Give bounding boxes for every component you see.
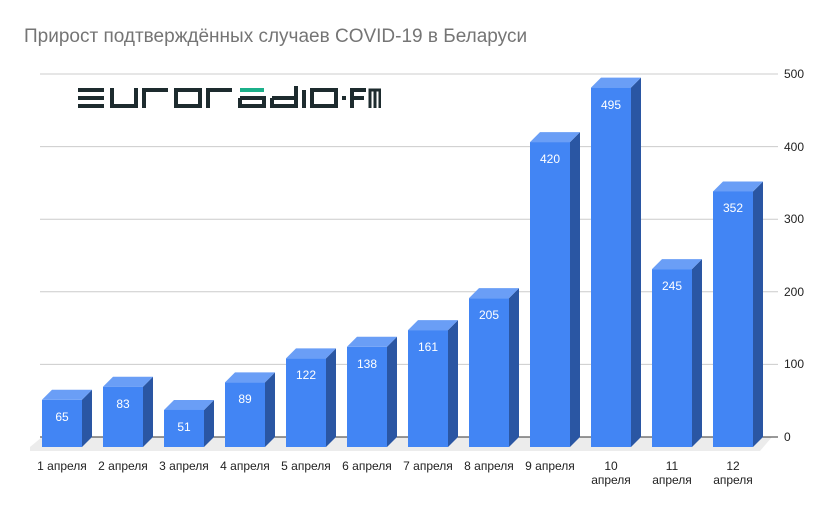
x-axis-label-line: 3 апреля: [159, 459, 209, 473]
bar-side: [448, 320, 458, 447]
bar-top: [286, 348, 336, 359]
bar-top: [591, 77, 641, 88]
x-axis-label-line: 8 апреля: [464, 459, 514, 473]
bar-side: [753, 181, 763, 447]
bar: [42, 399, 82, 447]
y-tick-label: 400: [784, 139, 805, 154]
x-axis-label: 10 апреля: [581, 459, 641, 487]
bar-side: [326, 348, 336, 447]
bar-value-label: 161: [417, 340, 439, 355]
x-axis-label-line: апреля: [652, 473, 692, 487]
bar-value-label: 83: [116, 396, 130, 411]
bar-side: [509, 288, 519, 447]
x-axis-label-line: 5 апреля: [281, 459, 331, 473]
bar-side: [143, 376, 153, 447]
bar-side: [265, 372, 275, 447]
x-axis-label-line: апреля: [591, 473, 631, 487]
bar-side: [570, 132, 580, 447]
x-axis-label: 8 апреля: [459, 459, 519, 473]
bar-value-label: 51: [177, 419, 191, 434]
bar-top: [225, 372, 275, 383]
x-axis-label: 4 апреля: [215, 459, 275, 473]
bar-value-label: 352: [722, 201, 744, 216]
x-axis-label-line: 11: [665, 459, 679, 473]
bar: [713, 191, 753, 447]
y-tick-label: 0: [784, 430, 791, 444]
bar-top: [42, 389, 92, 400]
bar: [103, 386, 143, 447]
x-axis-label: 3 апреля: [154, 459, 214, 473]
x-axis-label-line: 7 апреля: [403, 459, 453, 473]
bar-top: [408, 320, 458, 331]
y-tick-label: 300: [784, 212, 805, 227]
x-axis-label-line: 6 апреля: [342, 459, 392, 473]
euroradio-logo: [78, 86, 381, 108]
bar-top: [469, 288, 519, 299]
bar: [591, 87, 631, 447]
bar-value-label: 89: [238, 392, 252, 407]
bar: [652, 269, 692, 447]
bar: [225, 382, 265, 447]
bar-value-label: 205: [478, 308, 500, 323]
x-axis-label: 12 апреля: [703, 459, 763, 487]
chart-floor: [30, 437, 772, 451]
x-axis-label: 2 апреля: [93, 459, 153, 473]
bar: [530, 142, 570, 447]
bar: [469, 298, 509, 447]
bar-top: [530, 132, 580, 143]
bar-side: [631, 77, 641, 447]
bar: [408, 330, 448, 447]
bar-top: [652, 259, 702, 270]
bar-value-label: 420: [539, 152, 561, 167]
chart-title: Прирост подтверждённых случаев COVID-19 …: [24, 26, 528, 47]
y-tick-label: 100: [784, 357, 805, 372]
bar-side: [387, 336, 397, 447]
y-tick-label: 200: [784, 284, 805, 299]
x-axis-label-line: 2 апреля: [98, 459, 148, 473]
x-axis-label-line: 12: [726, 459, 740, 473]
x-axis-label-line: 10: [604, 459, 618, 473]
x-axis-label-line: 9 апреля: [525, 459, 575, 473]
bar-side: [82, 389, 92, 447]
bar-top: [347, 336, 397, 347]
logo-letters: [78, 86, 381, 108]
bar: [347, 346, 387, 447]
x-axis-label-line: 4 апреля: [220, 459, 270, 473]
x-axis-label-line: 1 апреля: [37, 459, 87, 473]
bar-top: [164, 399, 214, 410]
x-axis-label: 1 апреля: [32, 459, 92, 473]
bar-value-label: 65: [55, 409, 69, 424]
bar-value-label: 122: [295, 368, 317, 383]
bar-top: [713, 181, 763, 192]
bar-value-label: 138: [356, 356, 378, 371]
bar: [164, 409, 204, 447]
bar-side: [692, 259, 702, 447]
bar-side: [204, 399, 214, 447]
x-axis-label-line: апреля: [713, 473, 753, 487]
x-axis-label: 5 апреля: [276, 459, 336, 473]
bar: [286, 358, 326, 447]
bar-top: [103, 376, 153, 387]
x-axis-label: 11 апреля: [642, 459, 702, 487]
x-axis-label: 7 апреля: [398, 459, 458, 473]
bar-value-label: 495: [600, 97, 622, 112]
y-tick-label: 500: [784, 67, 805, 81]
x-axis-label: 6 апреля: [337, 459, 397, 473]
x-axis-label: 9 апреля: [520, 459, 580, 473]
bar-value-label: 245: [661, 279, 683, 294]
